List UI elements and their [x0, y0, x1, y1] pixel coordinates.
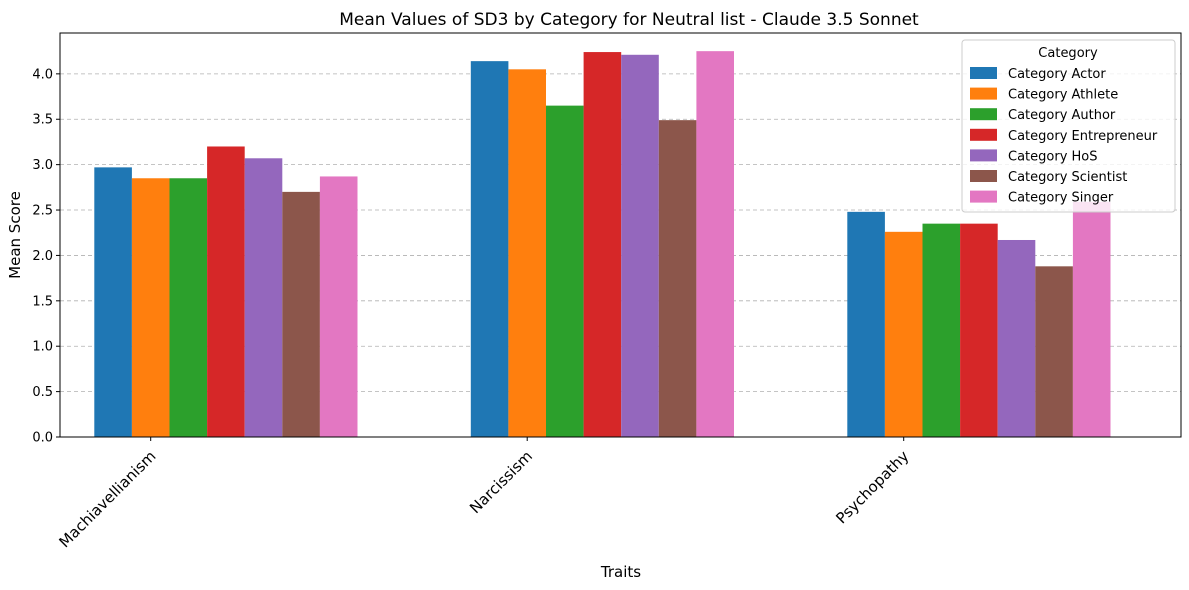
- bar: [508, 69, 546, 437]
- legend-swatch: [970, 190, 997, 203]
- bar: [131, 178, 170, 437]
- bar: [282, 191, 320, 437]
- legend-swatch: [970, 128, 997, 141]
- bar: [1035, 266, 1073, 437]
- x-axis-ticks: Machiavellianism Narcissism Psychopathy: [55, 437, 913, 551]
- legend-label: Category Scientist: [1008, 170, 1127, 185]
- x-tick-label: Psychopathy: [832, 447, 912, 527]
- y-tick-label: 4.0: [32, 67, 53, 82]
- chart-title: Mean Values of SD3 by Category for Neutr…: [339, 10, 919, 30]
- legend-label: Category Athlete: [1008, 88, 1118, 103]
- legend-swatch: [970, 67, 997, 79]
- x-tick-label: Machiavellianism: [55, 447, 159, 551]
- bar: [244, 158, 283, 437]
- legend-swatch: [970, 108, 997, 121]
- bar: [583, 52, 622, 437]
- y-tick-label: 3.0: [32, 158, 53, 173]
- bar: [621, 54, 659, 438]
- bar: [884, 231, 923, 437]
- legend-swatch: [970, 170, 997, 182]
- y-tick-label: 2.0: [32, 249, 53, 264]
- x-tick-label: Narcissism: [466, 447, 536, 517]
- bar: [847, 211, 885, 437]
- y-tick-label: 3.5: [32, 113, 53, 128]
- bar: [1072, 201, 1111, 437]
- legend-title: Category: [1038, 46, 1098, 61]
- y-axis-label: Mean Score: [6, 191, 24, 279]
- legend-label: Category Author: [1008, 108, 1116, 123]
- bar: [997, 239, 1036, 437]
- legend-swatch: [970, 87, 997, 100]
- legend-label: Category Actor: [1008, 67, 1106, 82]
- y-axis-ticks: 0.0 0.5 1.0 1.5 2.0 2.5 3.0 3.5 4.0: [32, 67, 60, 446]
- bar: [546, 105, 584, 437]
- bar: [319, 176, 358, 438]
- legend-swatch: [970, 149, 997, 162]
- bar: [470, 61, 509, 437]
- legend-items: Category Actor Category Athlete Category A…: [970, 67, 1158, 206]
- y-tick-label: 1.5: [32, 294, 53, 309]
- legend-label: Category HoS: [1008, 149, 1098, 164]
- y-tick-label: 1.0: [32, 340, 53, 355]
- bar: [960, 223, 998, 437]
- y-tick-label: 0.5: [32, 385, 53, 400]
- plot-frame: [59, 32, 1182, 438]
- bar: [169, 178, 208, 437]
- x-axis-label: Traits: [600, 563, 641, 581]
- bar: [696, 51, 734, 438]
- bar: [922, 223, 961, 437]
- bar: [658, 120, 697, 437]
- legend-box: [961, 39, 1176, 213]
- bar: [207, 146, 245, 437]
- legend-label: Category Singer: [1008, 191, 1114, 206]
- bars-group: [94, 51, 1111, 438]
- y-tick-label: 2.5: [32, 204, 53, 219]
- y-tick-label: 0.0: [32, 431, 53, 446]
- legend-label: Category Entrepreneur: [1008, 129, 1158, 144]
- bar: [94, 167, 132, 437]
